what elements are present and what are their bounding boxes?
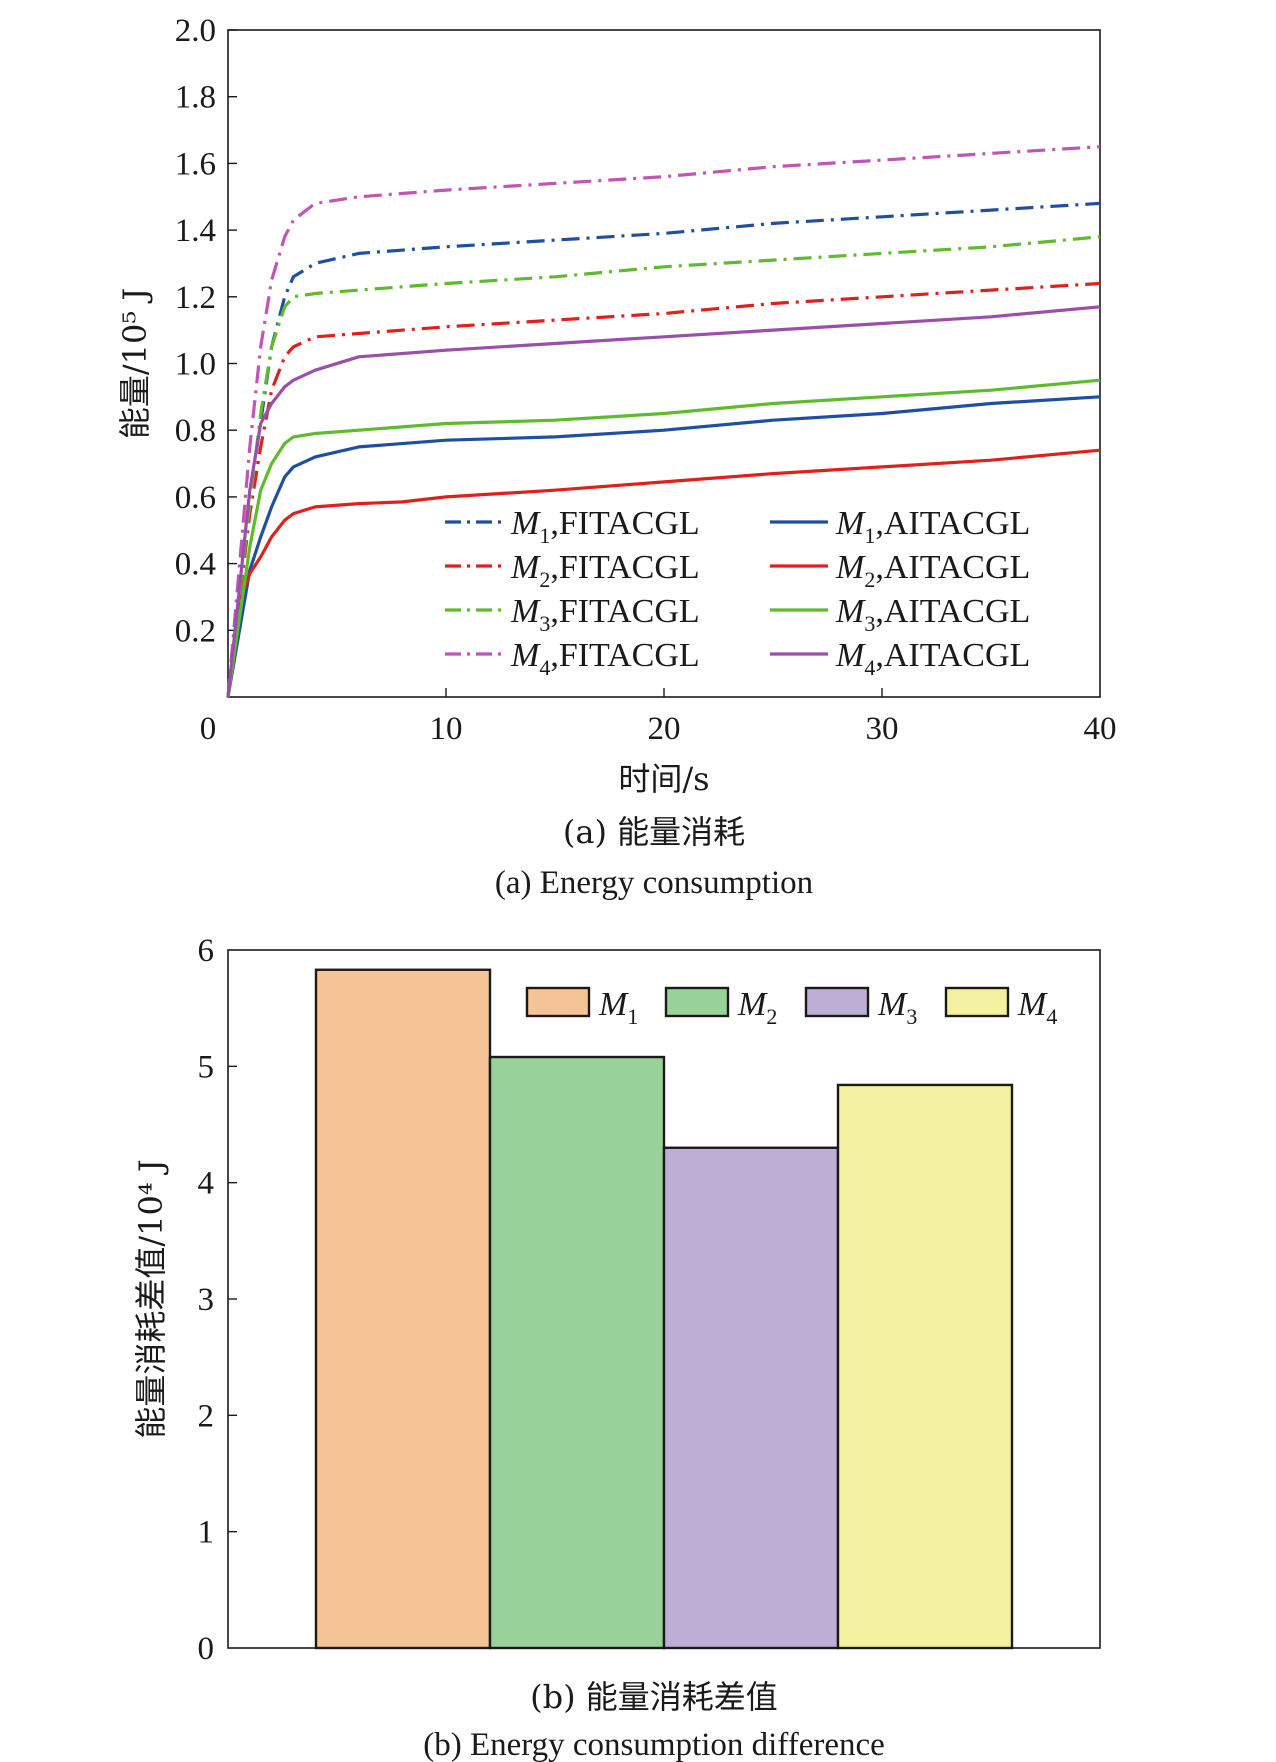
y-tick-label: 1.2 [175,280,216,316]
legend-label: M4 [1017,986,1057,1029]
legend-label: M1 [598,986,638,1029]
y-tick-label: 1 [198,1515,215,1551]
caption-en: (b) Energy consumption difference [423,1727,885,1762]
series-line [226,281,1101,698]
legend-label: M3,FITACGL [510,593,700,636]
y-tick-label: 4 [198,1166,215,1202]
legend-swatch [804,986,870,1018]
legend-label: M4,FITACGL [510,637,700,680]
y-tick-label: 1.0 [175,347,216,383]
energy-consumption-chart: 0.2 0.4 0.6 0.8 1.0 1.2 1.4 1.6 1.8 2.0 0 10 20 30 40 时… [116,13,1117,900]
bar [314,968,492,1650]
y-axis-label: 能量消耗差值/10⁴ J [132,1159,170,1438]
legend-label: M3 [877,986,917,1029]
y-tick-label: 0.8 [175,413,216,449]
x-axis-label: 时间/s [618,760,709,798]
series-line [226,448,1101,698]
series-line [226,235,1101,698]
series-line [226,378,1101,698]
y-tick-label: 3 [198,1282,215,1318]
x-tick-label: 40 [1084,711,1117,747]
y-tick-label: 1.6 [175,146,216,182]
bar [662,1146,840,1650]
y-tick-label: 0 [198,1631,215,1667]
y-tick-label: 2 [198,1398,215,1434]
caption-en: (a) Energy consumption [495,865,813,900]
legend-label: M2,FITACGL [510,549,700,592]
y-tick-label: 1.4 [175,213,216,249]
legend-label: M2,AITACGL [835,549,1030,592]
caption-cn: (b) 能量消耗差值 [530,1678,778,1716]
energy-difference-chart: 0 1 2 3 4 5 6 能量消耗差值/10⁴ J M1 M2 M3 M4 (b) 能量消耗差值 (b)… [132,933,1101,1762]
series-line [226,395,1101,698]
y-tick-label: 5 [198,1049,215,1085]
legend-swatch [525,986,591,1018]
x-tick-label: 20 [648,711,681,747]
legend-swatch [944,986,1010,1018]
y-tick-label: 0.4 [175,547,216,583]
series-line [226,305,1101,698]
bar [836,1083,1014,1650]
caption-cn: (a) 能量消耗 [563,813,745,851]
legend-label: M1,FITACGL [510,505,700,548]
y-tick-label: 2.0 [175,13,216,49]
legend-label: M3,AITACGL [835,593,1030,636]
y-tick-label: 6 [198,933,215,969]
x-tick-label: 0 [200,711,217,747]
legend-label: M2 [737,986,777,1029]
x-tick-label: 30 [866,711,899,747]
legend-label: M1,AITACGL [835,505,1030,548]
legend-swatch [664,986,730,1018]
y-tick-label: 1.8 [175,80,216,116]
x-tick-label: 10 [430,711,463,747]
y-axis-label: 能量/10⁵ J [116,288,154,439]
bar [488,1055,666,1650]
legend-label: M4,AITACGL [835,637,1030,680]
y-tick-label: 0.6 [175,480,216,516]
y-tick-label: 0.2 [175,613,216,649]
